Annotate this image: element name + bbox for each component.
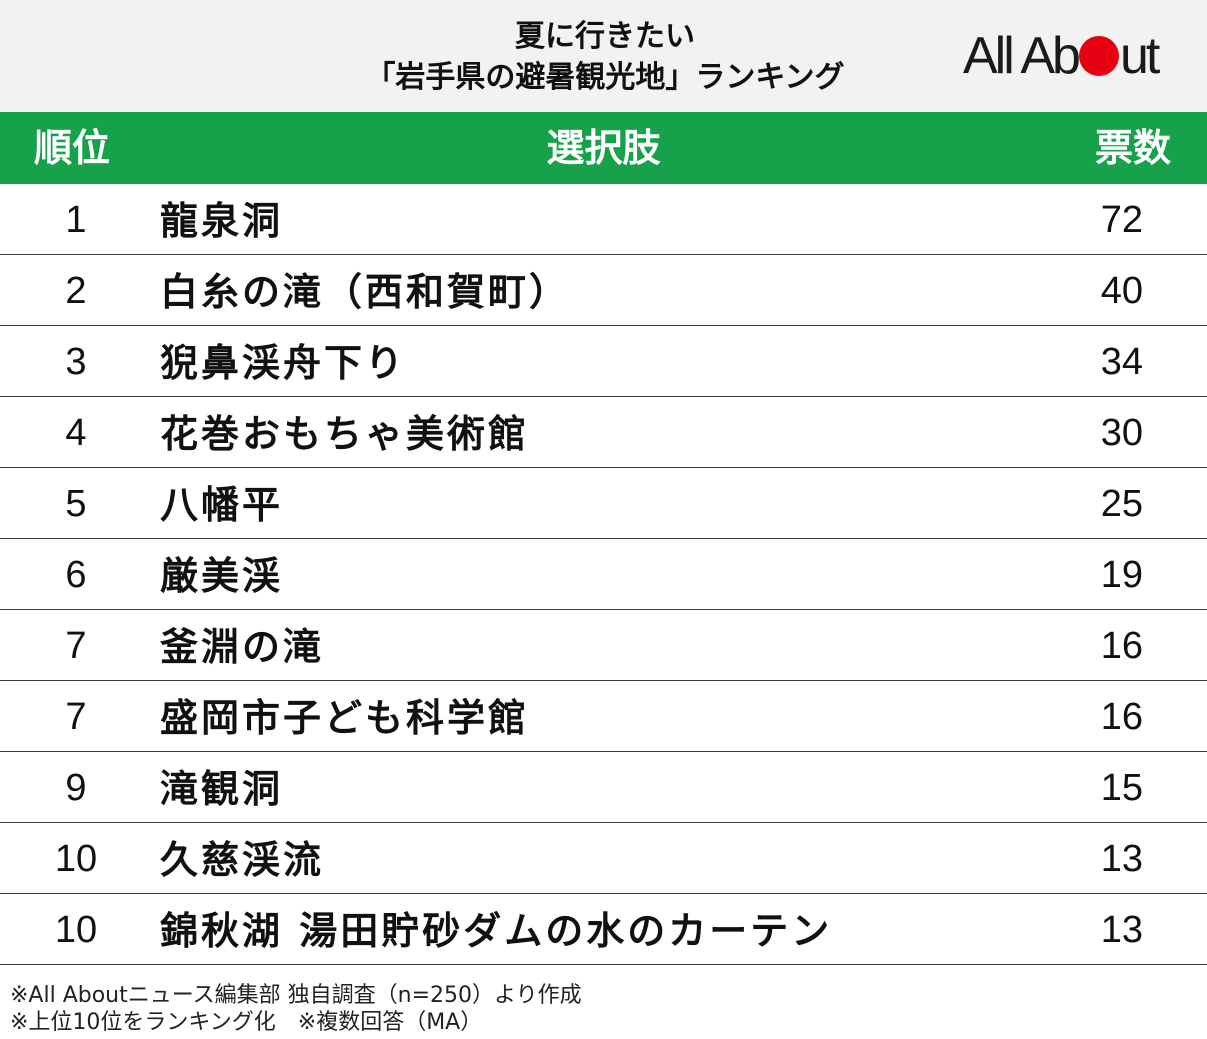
header: 夏に行きたい 「岩手県の避暑観光地」ランキング All Ab ut xyxy=(0,0,1207,112)
votes-cell: 40 xyxy=(1100,270,1143,312)
rank-cell: 4 xyxy=(65,412,87,454)
rank-cell: 7 xyxy=(65,625,87,667)
table-row: 1 龍泉洞 72 xyxy=(0,184,1207,255)
page-title-line1: 夏に行きたい xyxy=(515,19,695,54)
choice-cell: 厳美渓 xyxy=(160,554,284,598)
choice-cell: 滝観洞 xyxy=(160,767,284,811)
table-row: 7 釜淵の滝 16 xyxy=(0,610,1207,681)
table-row: 3 猊鼻渓舟下り 34 xyxy=(0,326,1207,397)
allabout-logo: All Ab ut xyxy=(963,26,1183,86)
table-row: 10 錦秋湖 湯田貯砂ダムの水のカーテン 13 xyxy=(0,894,1207,965)
votes-cell: 13 xyxy=(1100,909,1143,951)
choice-cell: 釜淵の滝 xyxy=(160,625,325,669)
logo-red-dot-icon xyxy=(1078,36,1119,76)
choice-cell: 盛岡市子ども科学館 xyxy=(160,696,530,740)
choice-cell: 白糸の滝（西和賀町） xyxy=(160,270,571,314)
votes-cell: 30 xyxy=(1100,412,1143,454)
choice-cell: 花巻おもちゃ美術館 xyxy=(160,412,530,456)
column-header-rank: 順位 xyxy=(34,126,111,170)
footnote-method: ※上位10位をランキング化 ※複数回答（MA） xyxy=(10,1010,483,1035)
rank-cell: 1 xyxy=(65,199,87,241)
page-title-line2: 「岩手県の避暑観光地」ランキング xyxy=(365,60,845,95)
table-row: 2 白糸の滝（西和賀町） 40 xyxy=(0,255,1207,326)
votes-cell: 19 xyxy=(1100,554,1143,596)
choice-cell: 錦秋湖 湯田貯砂ダムの水のカーテン xyxy=(160,909,833,953)
rank-cell: 10 xyxy=(54,909,98,951)
table-row: 9 滝観洞 15 xyxy=(0,752,1207,823)
votes-cell: 34 xyxy=(1100,341,1143,383)
votes-cell: 16 xyxy=(1100,625,1143,667)
rank-cell: 10 xyxy=(54,838,98,880)
choice-cell: 八幡平 xyxy=(160,483,284,527)
table-row: 10 久慈渓流 13 xyxy=(0,823,1207,894)
rank-cell: 3 xyxy=(65,341,87,383)
table-row: 6 厳美渓 19 xyxy=(0,539,1207,610)
rank-cell: 9 xyxy=(65,767,87,809)
column-header-votes: 票数 xyxy=(1094,126,1171,170)
choice-cell: 久慈渓流 xyxy=(160,838,325,882)
votes-cell: 15 xyxy=(1100,767,1143,809)
logo-text-left: All Ab xyxy=(963,27,1081,85)
choice-cell: 猊鼻渓舟下り xyxy=(160,341,407,385)
table-row: 4 花巻おもちゃ美術館 30 xyxy=(0,397,1207,468)
votes-cell: 13 xyxy=(1100,838,1143,880)
choice-cell: 龍泉洞 xyxy=(160,199,284,243)
votes-cell: 25 xyxy=(1100,483,1143,525)
logo-text-right: ut xyxy=(1119,27,1160,85)
table-row: 7 盛岡市子ども科学館 16 xyxy=(0,681,1207,752)
footnote-source: ※All Aboutニュース編集部 独自調査（n=250）より作成 xyxy=(10,983,582,1008)
votes-cell: 72 xyxy=(1100,199,1143,241)
table-row: 5 八幡平 25 xyxy=(0,468,1207,539)
column-header-choice: 選択肢 xyxy=(546,126,661,170)
rank-cell: 2 xyxy=(65,270,87,312)
rank-cell: 7 xyxy=(65,696,87,738)
rank-cell: 5 xyxy=(65,483,87,525)
votes-cell: 16 xyxy=(1100,696,1143,738)
rank-cell: 6 xyxy=(65,554,87,596)
table-header: 順位 選択肢 票数 xyxy=(0,112,1207,184)
